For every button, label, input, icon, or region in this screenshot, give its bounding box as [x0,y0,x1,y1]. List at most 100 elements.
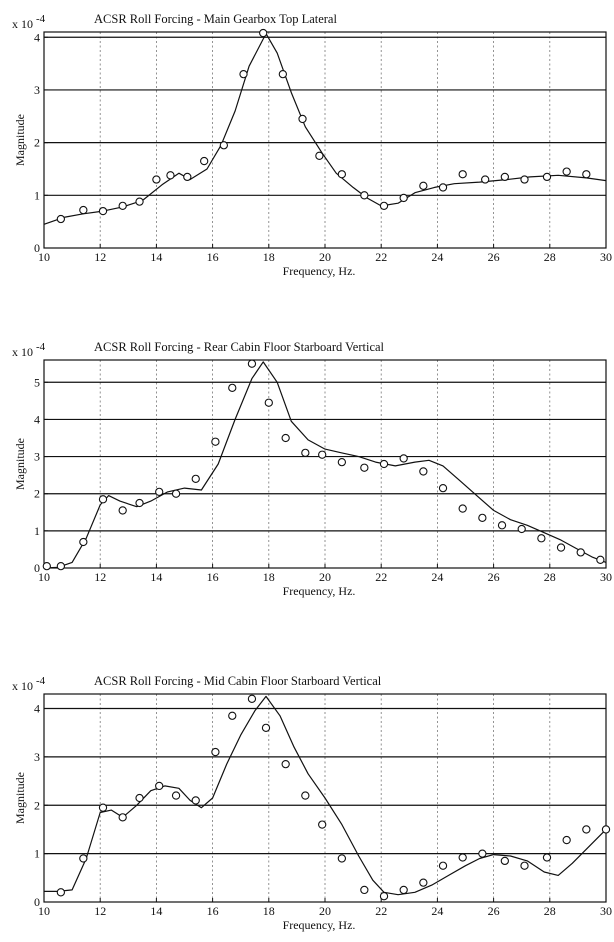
x-tick-label: 16 [207,250,219,264]
data-point [596,555,605,564]
x-tick-label: 18 [263,250,275,264]
data-point [337,854,347,863]
data-point [458,170,467,179]
x-tick-label: 26 [488,250,500,264]
data-point [247,359,257,368]
data-point [281,433,290,443]
data-point [337,457,347,467]
data-point [500,856,509,866]
data-point [56,561,66,571]
data-point [517,524,526,534]
x-axis-label: Frequency, Hz. [283,264,356,278]
y-multiplier: x 10 [12,345,33,359]
x-axis-label: Frequency, Hz. [283,584,356,598]
y-tick-label: 4 [34,702,40,716]
x-tick-label: 16 [207,904,219,918]
data-point [191,796,200,805]
data-point [301,448,310,458]
data-point [98,495,108,504]
y-tick-label: 1 [34,847,40,861]
data-point [497,521,507,530]
data-point [278,69,287,79]
data-point [478,513,487,523]
y-tick-label: 1 [34,188,40,202]
data-point [135,197,144,206]
y-exponent: -4 [36,341,46,353]
data-point [118,813,127,822]
x-tick-label: 12 [94,570,106,584]
x-tick-label: 22 [375,570,387,584]
y-tick-label: 0 [34,241,40,255]
y-exponent: -4 [36,675,46,687]
series-line [43,361,607,569]
data-point [576,548,585,557]
data-point [481,175,490,184]
x-tick-label: 26 [488,570,500,584]
data-point [219,141,228,150]
data-point [337,170,347,179]
x-tick-label: 30 [600,904,612,918]
data-point [183,172,192,182]
y-tick-label: 0 [34,561,40,575]
data-point [239,69,248,79]
data-point [264,398,273,407]
chart-title: ACSR Roll Forcing - Main Gearbox Top Lat… [94,12,337,26]
x-tick-label: 14 [150,570,162,584]
data-point [500,172,509,182]
data-point [56,214,66,224]
data-point [261,723,271,733]
y-tick-label: 3 [34,83,40,97]
data-point [298,114,307,124]
y-tick-label: 4 [34,412,40,426]
x-tick-label: 10 [38,904,50,918]
data-point [438,483,448,493]
y-axis-label: Magnitude [13,772,27,824]
data-point [379,892,389,901]
data-point [152,175,161,184]
x-tick-label: 18 [263,904,275,918]
y-axis-label: Magnitude [13,438,27,490]
data-point [171,791,181,800]
data-point [399,193,408,203]
data-point [379,459,389,469]
data-point [155,487,164,497]
data-point [42,561,51,571]
x-tick-label: 10 [38,570,50,584]
data-point [259,28,268,38]
data-point [542,172,552,182]
data-point [318,820,327,829]
x-tick-label: 14 [150,904,162,918]
x-axis-label: Frequency, Hz. [283,918,356,932]
x-tick-label: 24 [431,570,443,584]
data-point [228,383,237,393]
data-point [399,454,408,463]
data-point [520,861,529,870]
x-tick-label: 14 [150,250,162,264]
data-point [166,171,175,180]
x-tick-label: 20 [319,904,331,918]
data-point [79,537,88,547]
data-point [438,861,448,870]
x-tick-label: 20 [319,570,331,584]
data-point [458,853,467,862]
data-point [56,888,66,897]
x-tick-label: 22 [375,904,387,918]
y-tick-label: 2 [34,136,40,150]
data-point [360,191,369,200]
y-tick-label: 4 [34,30,40,44]
data-point [228,711,237,720]
data-point [191,474,200,484]
x-tick-label: 26 [488,904,500,918]
data-point [520,175,529,184]
data-point [537,534,546,543]
x-tick-label: 18 [263,570,275,584]
y-axis-label: Magnitude [13,114,27,166]
data-point [419,467,428,476]
data-point [478,849,487,858]
y-tick-label: 2 [34,487,40,501]
series-line [43,33,607,225]
data-point [419,878,428,887]
x-tick-label: 10 [38,250,50,264]
